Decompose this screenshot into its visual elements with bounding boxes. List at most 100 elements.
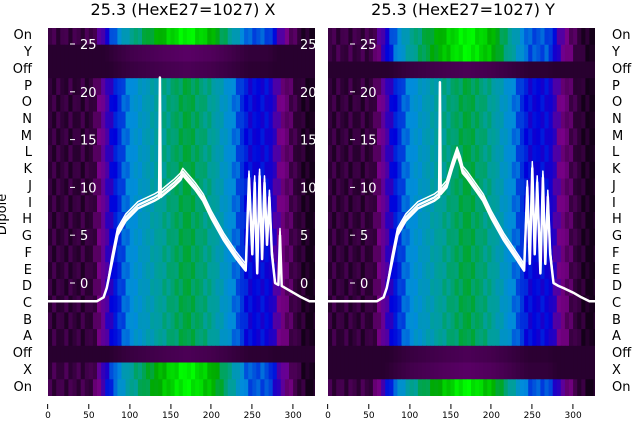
heatmap-cell — [487, 111, 492, 129]
heatmap-cell — [178, 312, 184, 330]
heatmap-cell — [417, 228, 423, 246]
heatmap-cell — [289, 295, 294, 313]
heatmap-cell — [520, 295, 525, 313]
heatmap-cell — [48, 228, 53, 246]
heatmap-cell — [389, 212, 394, 230]
heatmap-cell — [368, 228, 374, 246]
heatmap-cell — [178, 212, 184, 230]
heatmap-cell — [97, 44, 102, 62]
heatmap-cell — [520, 61, 525, 79]
heatmap-cell — [113, 94, 118, 113]
heatmap-cell — [313, 78, 315, 96]
heatmap-cell — [381, 228, 386, 246]
heatmap-cell — [524, 278, 529, 297]
heatmap-cell — [309, 379, 314, 396]
heatmap-cell — [244, 345, 249, 363]
heatmap-cell — [422, 195, 427, 213]
heatmap-cell — [405, 245, 411, 263]
heatmap-cell — [336, 44, 341, 62]
heatmap-cell — [92, 245, 98, 263]
heatmap-cell — [293, 44, 298, 62]
heatmap-cell — [442, 312, 447, 330]
heatmap-cell — [426, 345, 431, 363]
heatmap-cell — [548, 362, 554, 380]
heatmap-cell — [356, 94, 362, 113]
heatmap-cell — [528, 28, 533, 46]
heatmap-cell — [121, 28, 127, 46]
heatmap-cell — [68, 44, 73, 62]
row-label: B — [612, 312, 621, 328]
heatmap-cell — [430, 178, 435, 196]
heatmap-cell — [438, 262, 443, 280]
heatmap-cell — [235, 228, 241, 246]
heatmap-cell — [332, 379, 337, 396]
heatmap-cell — [97, 329, 102, 347]
heatmap-cell — [524, 312, 529, 330]
x-tick-label: 150 — [162, 404, 179, 421]
heatmap-cell — [260, 61, 265, 79]
heatmap-cell — [60, 195, 65, 213]
heatmap-cell — [368, 178, 374, 196]
heatmap-cell — [377, 295, 382, 313]
heatmap-cell — [381, 312, 386, 330]
heatmap-cell — [377, 28, 382, 46]
x-tick-label: 300 — [565, 404, 582, 421]
heatmap-cell — [417, 329, 423, 347]
heatmap-cell — [360, 379, 366, 396]
heatmap-cell — [401, 278, 407, 297]
heatmap-cell — [524, 262, 529, 280]
heatmap-cell — [182, 329, 188, 347]
heatmap-cell — [186, 195, 192, 213]
heatmap-cell — [109, 28, 114, 46]
heatmap-cell — [186, 94, 192, 113]
heatmap-cell — [117, 94, 122, 113]
heatmap-cell — [507, 145, 513, 163]
heatmap-cell — [475, 245, 480, 263]
heatmap-cell — [385, 178, 390, 196]
heatmap-cell — [511, 78, 517, 96]
heatmap-cell — [174, 161, 180, 179]
heatmap-cell — [56, 44, 61, 62]
heatmap-cell — [564, 245, 570, 263]
heatmap-cell — [552, 212, 558, 230]
heatmap-cell — [88, 212, 94, 230]
heatmap-cell — [589, 212, 594, 230]
heatmap-cell — [227, 295, 233, 313]
heatmap-cell — [125, 212, 131, 230]
heatmap-cell — [60, 262, 65, 280]
heatmap-cell — [240, 28, 245, 46]
heatmap-cell — [479, 28, 484, 46]
heatmap-cell — [328, 212, 333, 230]
heatmap-cell — [260, 295, 265, 313]
heatmap-cell — [372, 128, 378, 146]
heatmap-cell — [105, 195, 110, 213]
heatmap-cell — [219, 195, 225, 213]
heatmap-cell — [495, 94, 501, 113]
heatmap-cell — [68, 61, 73, 79]
heatmap-cell — [397, 44, 402, 62]
heatmap-cell — [88, 379, 94, 396]
heatmap-cell — [240, 278, 245, 297]
heatmap-cell — [589, 329, 594, 347]
heatmap-cell — [215, 262, 221, 280]
heatmap-cell — [422, 278, 427, 297]
heatmap-cell — [483, 111, 488, 129]
heatmap-cell — [573, 245, 578, 263]
heatmap-cell — [76, 111, 82, 129]
heatmap-cell — [540, 145, 545, 163]
heatmap-cell — [503, 28, 509, 46]
heatmap-cell — [227, 329, 233, 347]
heatmap-cell — [60, 44, 65, 62]
heatmap-cell — [146, 245, 151, 263]
heatmap-cell — [544, 161, 550, 179]
heatmap-cell — [499, 28, 505, 46]
heatmap-cell — [495, 262, 501, 280]
heatmap-cell — [142, 278, 147, 297]
heatmap-cell — [430, 128, 435, 146]
heatmap-cell — [344, 245, 349, 263]
heatmap-cell — [450, 44, 456, 62]
heatmap-cell — [352, 44, 358, 62]
heatmap-cell — [491, 262, 496, 280]
heatmap-cell — [170, 379, 176, 396]
heatmap-cell — [466, 44, 472, 62]
